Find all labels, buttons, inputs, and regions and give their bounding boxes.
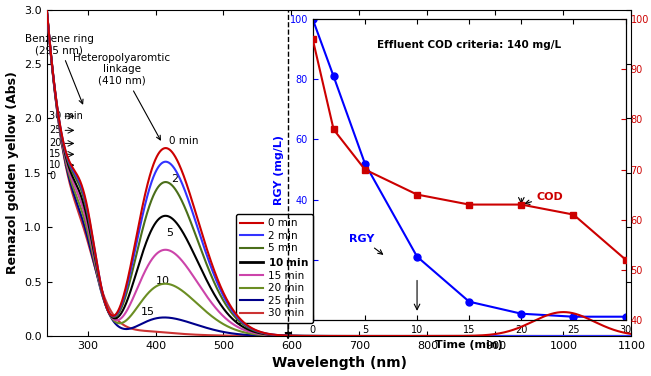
Text: COD: COD xyxy=(525,191,564,205)
Y-axis label: Remazol golden yellow (Abs): Remazol golden yellow (Abs) xyxy=(6,71,19,274)
Text: 25: 25 xyxy=(49,125,62,135)
Text: Benzene ring
(295 nm): Benzene ring (295 nm) xyxy=(25,34,93,104)
Legend: 0 min, 2 min, 5 min, $\bf{10\ min}$, 15 min, 20 min, 25 min, 30 min: 0 min, 2 min, 5 min, $\bf{10\ min}$, 15 … xyxy=(236,214,313,323)
Text: 10: 10 xyxy=(49,160,62,170)
Text: 15: 15 xyxy=(141,307,154,317)
Text: 15: 15 xyxy=(49,149,62,159)
Text: 10: 10 xyxy=(156,276,169,285)
Text: 0: 0 xyxy=(49,171,55,181)
Text: 0 min: 0 min xyxy=(169,136,199,146)
Text: 5: 5 xyxy=(166,227,173,238)
Text: 20: 20 xyxy=(49,138,62,149)
Text: 30 min: 30 min xyxy=(49,111,83,121)
Text: 2: 2 xyxy=(171,174,178,184)
X-axis label: Wavelength (nm): Wavelength (nm) xyxy=(271,356,407,370)
Text: Heteropolyaromtic
linkage
(410 nm): Heteropolyaromtic linkage (410 nm) xyxy=(73,53,170,140)
